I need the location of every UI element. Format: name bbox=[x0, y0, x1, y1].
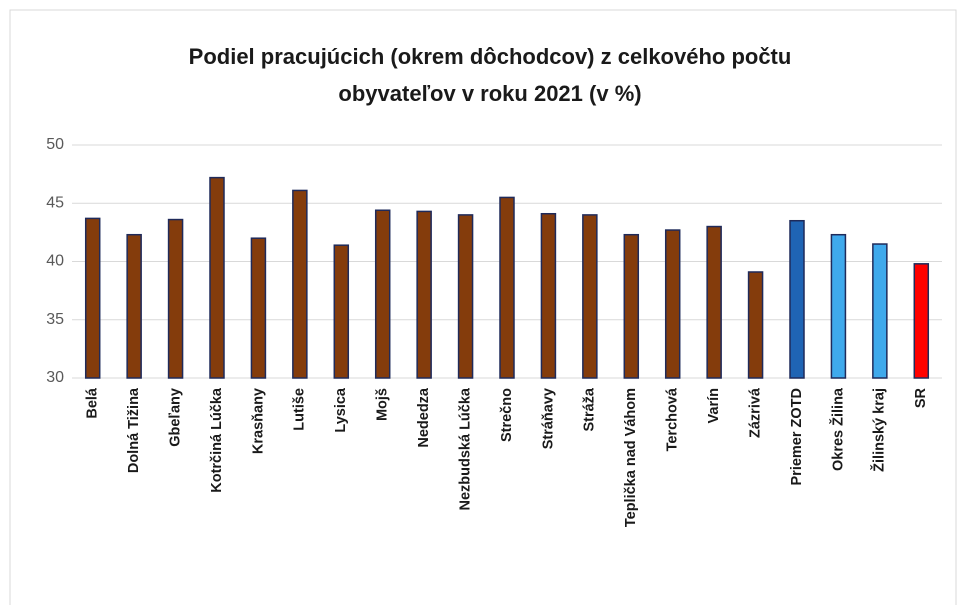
x-tick-label: Krasňany bbox=[250, 388, 266, 454]
bar bbox=[830, 233, 847, 379]
x-tick-label: Lysica bbox=[333, 387, 349, 433]
y-tick-label: 40 bbox=[46, 253, 64, 270]
chart-title: Podiel pracujúcich (okrem dôchodcov) z c… bbox=[189, 44, 792, 69]
bar bbox=[664, 229, 681, 379]
bar bbox=[623, 233, 640, 379]
y-tick-label: 30 bbox=[46, 369, 64, 386]
x-tick-label: Gbeľany bbox=[167, 388, 183, 447]
bar bbox=[333, 244, 350, 379]
x-tick-label: Zázrivá bbox=[747, 387, 763, 438]
bar bbox=[126, 233, 142, 379]
bar bbox=[292, 189, 308, 379]
chart-title: obyvateľov v roku 2021 (v %) bbox=[338, 81, 641, 106]
bar bbox=[872, 243, 888, 379]
x-tick-label: Belá bbox=[85, 387, 101, 419]
y-tick-label: 35 bbox=[46, 311, 64, 328]
bar bbox=[747, 271, 764, 379]
bar bbox=[499, 196, 515, 379]
x-tick-label: Nezbudská Lúčka bbox=[457, 387, 473, 510]
x-tick-label: Strečno bbox=[499, 388, 515, 442]
x-tick-label: Lutiše bbox=[292, 388, 308, 431]
x-tick-label: Terchová bbox=[665, 387, 681, 451]
bar bbox=[913, 263, 930, 379]
bar bbox=[84, 217, 101, 379]
bar bbox=[374, 209, 391, 379]
x-tick-label: Kotrčiná Lúčka bbox=[209, 387, 225, 493]
x-tick-label: Nededza bbox=[416, 387, 432, 448]
bar bbox=[789, 219, 805, 379]
bar bbox=[209, 176, 225, 379]
bar bbox=[250, 237, 267, 379]
bar bbox=[582, 214, 598, 379]
x-tick-label: SR bbox=[913, 387, 929, 408]
bar bbox=[540, 212, 557, 379]
bar bbox=[416, 210, 432, 379]
x-tick-label: Okres Žilina bbox=[828, 387, 846, 471]
x-tick-label: Žilinský kraj bbox=[870, 388, 888, 472]
x-tick-label: Mojš bbox=[375, 388, 391, 421]
y-tick-label: 45 bbox=[46, 194, 64, 211]
bar bbox=[457, 214, 474, 379]
bar bbox=[706, 225, 722, 379]
x-tick-label: Dolná Tižina bbox=[126, 387, 142, 473]
x-tick-label: Stráža bbox=[582, 387, 598, 431]
y-tick-label: 50 bbox=[46, 136, 64, 153]
x-tick-label: Teplička nad Váhom bbox=[623, 388, 639, 527]
x-tick-label: Priemer ZOTD bbox=[789, 388, 805, 486]
x-tick-label: Stráňavy bbox=[540, 388, 556, 449]
x-tick-label: Varín bbox=[706, 388, 722, 423]
bar bbox=[167, 218, 184, 379]
